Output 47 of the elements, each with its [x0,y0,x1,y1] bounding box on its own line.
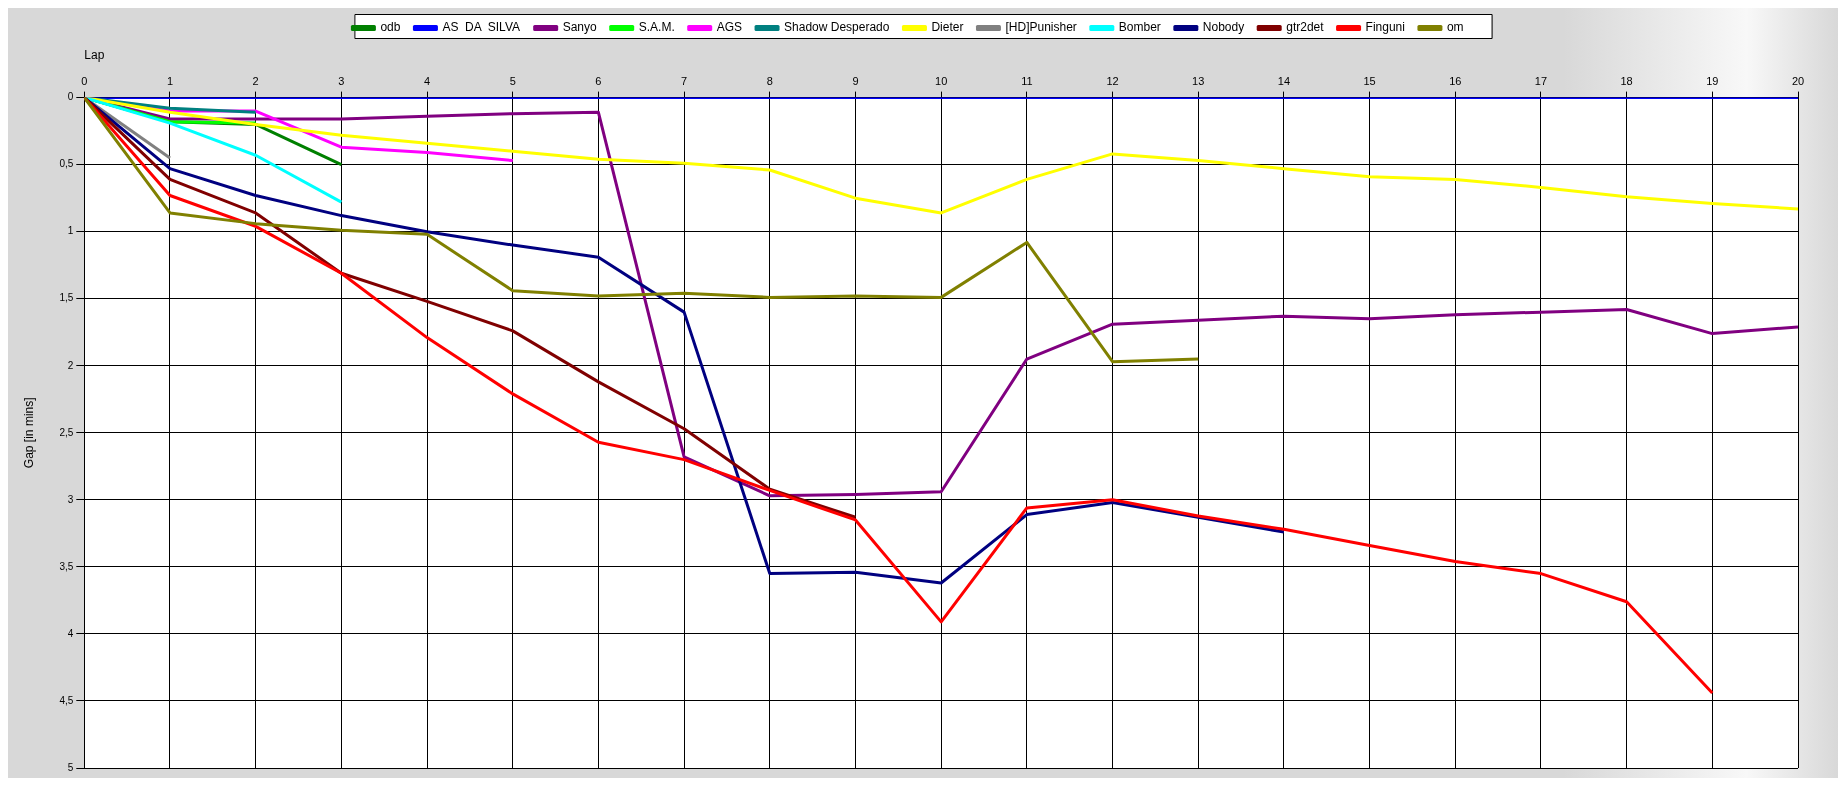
legend-label: odb [380,20,401,35]
y-tick-label: 2 [67,359,74,371]
x-tick-label: 14 [1277,75,1291,88]
legend-label: gtr2det [1286,20,1325,35]
legend-label: Nobody [1202,20,1245,35]
x-tick-label: 15 [1363,75,1376,88]
x-tick-label: 2 [252,75,259,88]
legend-label: om [1446,20,1464,35]
legend-label: Finguni [1365,20,1405,35]
y-axis-title: Gap [in mins] [21,397,36,469]
legend-label: S.A.M. [638,20,675,35]
y-tick-label: 0 [67,91,74,103]
x-tick-label: 13 [1192,75,1205,88]
x-tick-label: 6 [595,75,602,88]
x-tick-label: 12 [1106,75,1119,88]
x-tick-label: 4 [423,75,431,88]
x-tick-label: 17 [1534,75,1548,88]
x-tick-label: 11 [1021,75,1033,88]
x-tick-label: 20 [1791,75,1805,88]
x-tick-label: 9 [852,75,859,88]
y-tick-label: 0,5 [59,158,74,170]
x-tick-label: 7 [681,75,688,88]
y-tick-label: 2,5 [59,426,74,438]
x-tick-label: 16 [1449,75,1462,88]
legend-label: AS DA SILVA [442,20,521,35]
y-tick-label: 1 [67,225,74,237]
x-tick-label: 8 [766,75,773,88]
y-tick-label: 5 [67,761,74,773]
x-axis-title: Lap [84,47,105,62]
y-tick-label: 3,5 [59,560,74,572]
y-tick-label: 4,5 [59,694,74,706]
legend-label: Dieter [931,20,964,35]
x-tick-label: 5 [509,75,516,88]
y-tick-label: 1,5 [59,292,74,304]
y-tick-label: 4 [67,627,74,639]
x-tick-label: 0 [81,75,88,88]
x-tick-label: 10 [935,75,948,88]
legend-label: Shadow Desperado [784,20,890,35]
x-tick-label: 3 [338,75,345,88]
legend-label: AGS [716,20,743,35]
legend-label: Bomber [1118,20,1161,35]
y-tick-label: 3 [67,493,74,505]
legend-label: Sanyo [562,20,598,35]
x-tick-label: 1 [166,75,174,88]
legend-label: [HD]Punisher [1005,20,1077,35]
x-tick-label: 19 [1706,75,1719,88]
x-tick-label: 18 [1620,75,1633,88]
